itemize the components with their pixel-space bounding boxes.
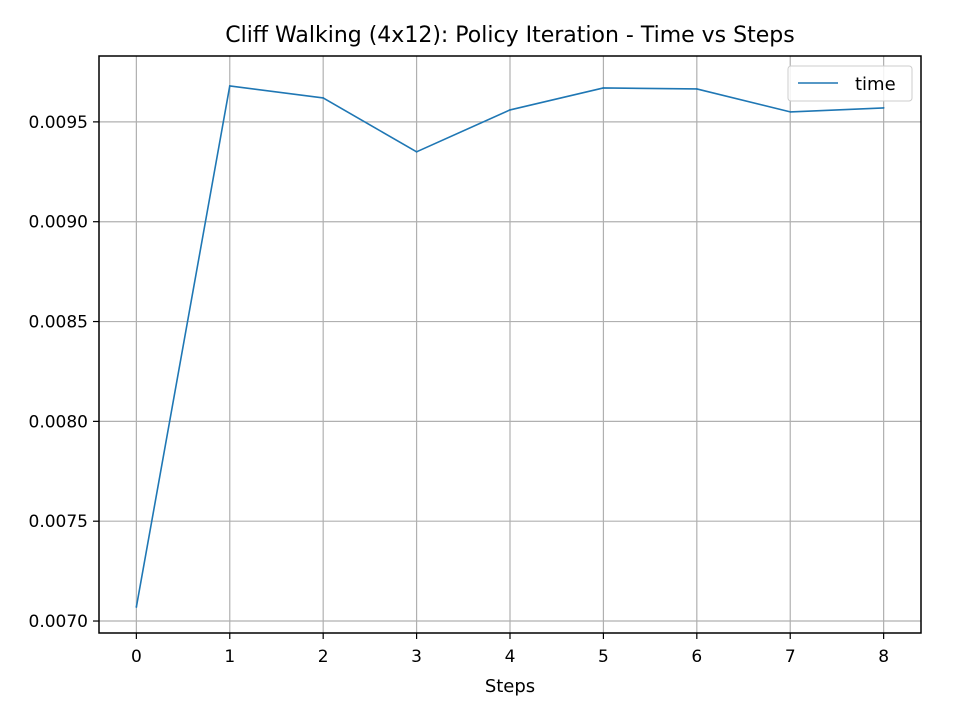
data-point [135, 606, 138, 608]
data-point [228, 85, 231, 87]
x-tick-label: 3 [411, 647, 422, 667]
y-tick-label: 0.0095 [29, 113, 88, 133]
legend: time [787, 65, 913, 102]
grid [99, 56, 921, 633]
x-tick-label: 8 [878, 647, 889, 667]
legend-label: time [855, 74, 896, 95]
chart-title: Cliff Walking (4x12): Policy Iteration -… [225, 23, 794, 48]
x-tick-label: 1 [224, 647, 235, 667]
y-tick-label: 0.0070 [29, 612, 88, 632]
x-tick-label: 0 [131, 647, 142, 667]
data-point [415, 150, 418, 153]
x-tick-label: 6 [691, 647, 702, 667]
legend-box [787, 65, 913, 102]
data-point [509, 109, 511, 111]
y-tick-label: 0.0085 [29, 313, 88, 333]
y-tick-label: 0.0075 [29, 512, 88, 532]
y-tick-label: 0.0080 [29, 412, 88, 432]
x-tick-label: 7 [785, 647, 796, 667]
y-tick-label: 0.0090 [29, 213, 88, 233]
x-tick-label: 5 [598, 647, 609, 667]
data-point [602, 87, 605, 89]
data-point [322, 97, 325, 99]
x-tick-label: 4 [505, 647, 516, 667]
series-layer [135, 85, 885, 608]
data-point [695, 88, 698, 90]
x-tick-label: 2 [318, 647, 329, 667]
data-point [789, 111, 792, 113]
data-point [882, 107, 885, 109]
ticks: 0 1 2 3 4 5 6 7 8 0.0070 0.0075 0.0080 0.0085 0.0090 0… [29, 113, 890, 667]
x-axis-label: Steps [485, 676, 535, 697]
